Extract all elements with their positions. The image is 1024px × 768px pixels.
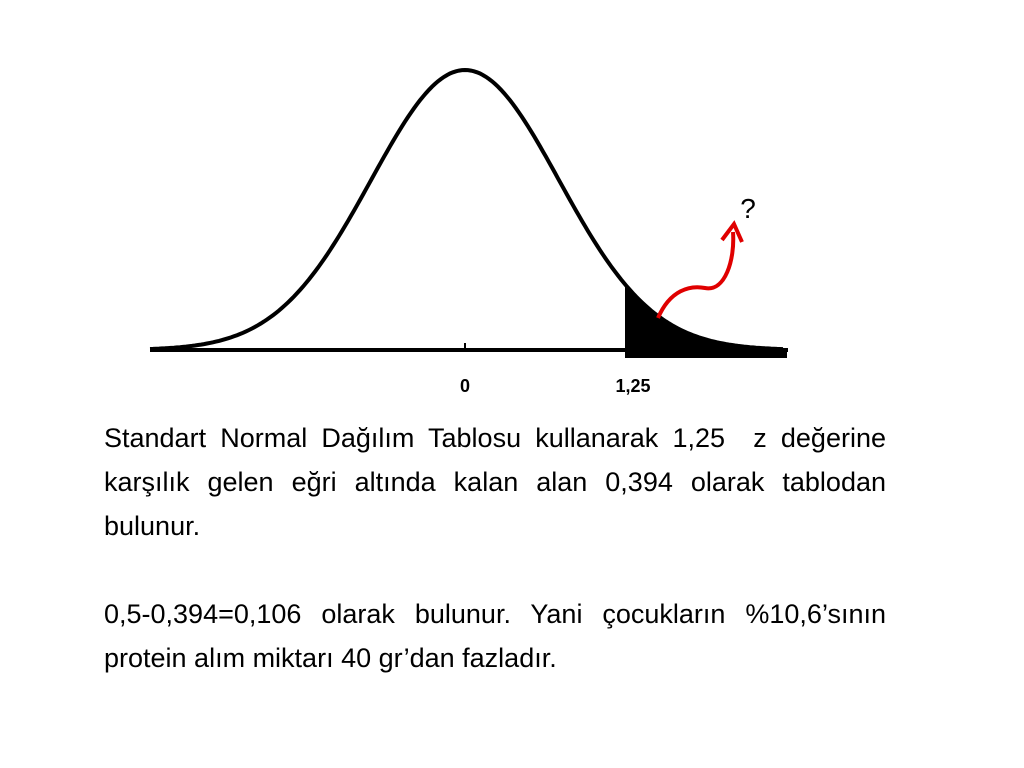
question-mark: ? bbox=[740, 193, 756, 224]
normal-curve bbox=[149, 67, 784, 352]
mean-label: 0 bbox=[460, 376, 470, 396]
paragraph: 0,5-0,394=0,106 olarak bulunur. Yani çoc… bbox=[104, 599, 894, 673]
arrow bbox=[656, 231, 736, 319]
normal-curve-diagram: 0 1,25 ? bbox=[149, 67, 788, 396]
paragraph: Standart Normal Dağılım Tablosu kullanar… bbox=[104, 423, 894, 541]
arrow-head bbox=[720, 220, 744, 243]
shaded-tail-area bbox=[625, 284, 787, 358]
z-label: 1,25 bbox=[615, 376, 650, 396]
